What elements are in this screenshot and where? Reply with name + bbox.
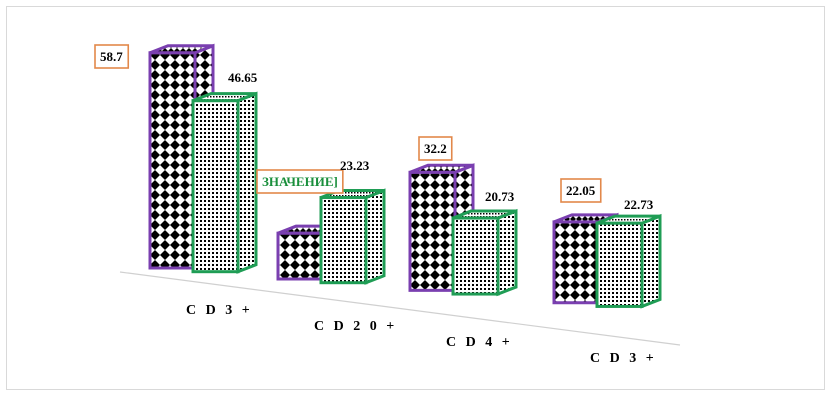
data-label-text: ЗНАЧЕНИЕ] xyxy=(262,174,338,189)
data-label-text: 20.73 xyxy=(485,189,515,204)
category-label: C D 4 + xyxy=(446,335,513,350)
labels-layer: C D 3 + C D 2 0 + C D 4 + C D 3 + 58.7 ЗНАЧЕН… xyxy=(94,44,657,366)
bar-side xyxy=(496,208,518,297)
bar-2-0 xyxy=(191,91,258,274)
bar-top xyxy=(596,214,661,225)
callout-box xyxy=(560,178,602,203)
callout-box xyxy=(418,136,453,161)
floor xyxy=(119,271,681,346)
bars-layer xyxy=(148,43,662,309)
data-label-s2-2: 20.73 xyxy=(485,189,515,204)
data-label-s1-0: 58.7 xyxy=(94,44,130,69)
bar-front xyxy=(451,216,500,296)
bar-top xyxy=(149,44,214,55)
data-label-s2-1: 23.23 xyxy=(340,158,370,173)
data-label-text: 22.73 xyxy=(624,197,654,212)
bar-side xyxy=(640,213,662,309)
bar-top xyxy=(192,92,257,103)
category-label: C D 3 + xyxy=(186,303,253,318)
data-label-text: 58.7 xyxy=(100,49,123,64)
bar-front xyxy=(191,99,240,274)
bar-front xyxy=(552,220,601,305)
bar-front xyxy=(276,231,325,281)
category-label: C D 2 0 + xyxy=(314,319,397,334)
bar-2-3 xyxy=(595,213,662,309)
category-label: C D 3 + xyxy=(590,351,657,366)
data-label-s2-3: 22.73 xyxy=(624,197,654,212)
bar-front xyxy=(148,51,197,270)
bar-front xyxy=(319,196,368,285)
floor-line xyxy=(119,271,681,346)
bar-top xyxy=(409,163,474,174)
data-label-s1-1: ЗНАЧЕНИЕ] xyxy=(256,169,344,194)
bar-side xyxy=(364,188,386,285)
callout-box xyxy=(256,169,344,194)
data-label-s2-0: 46.65 xyxy=(228,70,258,85)
bar-side xyxy=(236,91,258,274)
bar-top xyxy=(452,209,517,220)
bar-2-1 xyxy=(319,188,386,285)
data-label-text: 32.2 xyxy=(424,141,447,156)
data-label-s1-2: 32.2 xyxy=(418,136,453,161)
data-label-text: 22.05 xyxy=(566,183,596,198)
data-label-text: 46.65 xyxy=(228,70,258,85)
bar-front xyxy=(595,221,644,308)
callout-box xyxy=(94,44,130,69)
data-label-s1-3: 22.05 xyxy=(560,178,602,203)
bar-front xyxy=(408,170,457,292)
data-label-text: 23.23 xyxy=(340,158,370,173)
bar-2-2 xyxy=(451,208,518,297)
